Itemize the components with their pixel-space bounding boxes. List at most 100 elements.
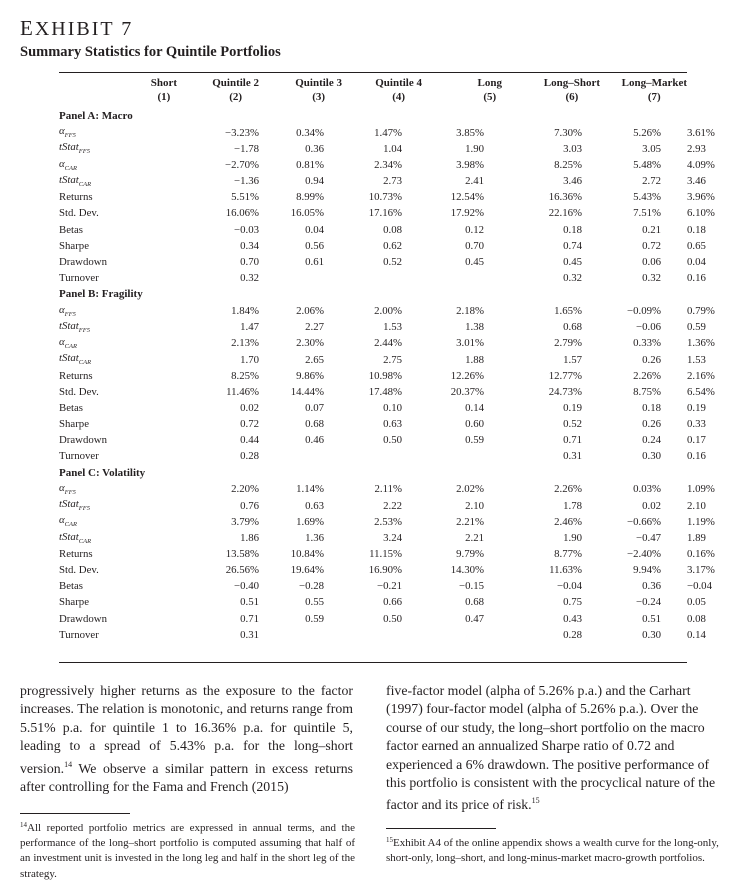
cell-value: 0.10: [383, 401, 402, 414]
cell-value: 3.24: [383, 531, 402, 544]
table-cell: −1.36: [177, 173, 259, 189]
footnote-ref-14[interactable]: 14: [64, 759, 73, 769]
table-cell: 2.34%: [342, 157, 422, 173]
cell-value: 17.16%: [368, 207, 402, 220]
column-name: Quintile 2: [212, 77, 259, 89]
table-cell: 7.30%: [502, 125, 600, 141]
column-header: Quintile 4 (4): [342, 74, 422, 108]
cell-value: 0.07: [305, 401, 324, 414]
cell-value: 8.77%: [554, 548, 582, 561]
row-label-text: Std. Dev.: [59, 385, 99, 398]
table-cell: 0.02: [600, 498, 687, 514]
table-cell: 2.22: [342, 498, 422, 514]
cell-value: 0.08: [687, 612, 706, 625]
cell-value: 2.30%: [296, 337, 324, 350]
cell-value: 1.86: [240, 531, 259, 544]
cell-value: 0.66: [383, 596, 402, 609]
cell-value: −3.23%: [225, 126, 259, 139]
table-cell: 0.33%: [600, 336, 687, 352]
table-row: Returns 5.51% 8.99% 10.73% 12.54% 16.36% 5.43%…: [59, 190, 715, 206]
cell-value: −0.28: [299, 580, 324, 593]
cell-value: 0.47: [465, 612, 484, 625]
table-cell: 0.31: [177, 627, 259, 643]
cell-value: 0.70: [240, 255, 259, 268]
table-cell: 0.94: [259, 173, 342, 189]
table-cell: −0.04: [502, 579, 600, 595]
table-cell: [259, 627, 342, 643]
table-row: Drawdown 0.70 0.61 0.52 0.45 0.45 0.06 0.04: [59, 254, 706, 270]
cell-value: 3.05: [642, 142, 661, 155]
cell-value: 3.03: [563, 142, 582, 155]
table-cell: 3.85%: [422, 125, 502, 141]
cell-value: 0.62: [383, 239, 402, 252]
row-label-subscript: FF5: [64, 489, 76, 497]
table-cell: 3.01%: [422, 336, 502, 352]
row-label-subscript: FF5: [78, 505, 90, 513]
row-label-text: α: [59, 514, 65, 527]
table-cell: 0.61: [259, 254, 342, 270]
table-cell: 24.73%: [502, 384, 600, 400]
cell-value: 2.44%: [374, 337, 402, 350]
table-row: Sharpe 0.34 0.56 0.62 0.70 0.74 0.72 0.65: [59, 238, 706, 254]
footnote-ref-15[interactable]: 15: [531, 796, 540, 806]
cell-value: 0.16: [687, 271, 706, 284]
column-header: Long–Short (6): [502, 74, 600, 108]
table-row: tStatFF5 −1.78 0.36 1.04 1.90 3.03 3.05 2.93: [59, 141, 706, 157]
column-index: (1): [157, 91, 171, 103]
table-row: Betas −0.40 −0.28 −0.21 −0.15 −0.04 0.36 −0.04: [59, 579, 712, 595]
table-cell: 16.05%: [259, 206, 342, 222]
table-cell: −0.06: [600, 320, 687, 336]
body-left-text-2: We observe a similar pattern in excess r…: [20, 760, 353, 795]
cell-value: 1.65%: [554, 305, 582, 318]
cell-value: 0.31: [563, 450, 582, 463]
cell-value: 0.45: [465, 255, 484, 268]
cell-value: 0.32: [642, 271, 661, 284]
cell-value: 0.26: [642, 353, 661, 366]
table-cell: 1.86: [177, 530, 259, 546]
table-row: Returns 8.25% 9.86% 10.98% 12.26% 12.77% 2.26%…: [59, 368, 715, 384]
table-cell: −0.28: [259, 579, 342, 595]
table-header: Short (1) Quintile 2 (2) Quintile 3 (3) Quinti…: [59, 74, 687, 108]
cell-value: 0.55: [305, 596, 324, 609]
row-label: tStatFF5: [59, 498, 177, 514]
table-cell: 2.30%: [259, 336, 342, 352]
table-cell: 0.71: [502, 433, 600, 449]
row-label-subscript: FF5: [78, 148, 90, 156]
table-cell: 0.68: [502, 320, 600, 336]
table-cell: 10.84%: [259, 546, 342, 562]
row-label: αCAR: [59, 514, 177, 530]
cell-value: 1.90: [563, 531, 582, 544]
table-cell: 2.26%: [502, 482, 600, 498]
cell-value: 0.18: [642, 401, 661, 414]
cell-value: 0.17: [687, 434, 706, 447]
cell-value: 0.04: [305, 223, 324, 236]
cell-value: 0.03%: [633, 483, 661, 496]
cell-value: 0.06: [642, 255, 661, 268]
cell-value: 4.09%: [687, 158, 715, 171]
table-cell: −0.40: [177, 579, 259, 595]
header-blank: [59, 74, 129, 108]
table-cell: 0.04: [259, 222, 342, 238]
cell-value: 2.75: [383, 353, 402, 366]
cell-value: −0.24: [636, 596, 661, 609]
column-index: (7): [647, 91, 661, 103]
row-label-text: Returns: [59, 369, 93, 382]
footnote-14-text: All reported portfolio metrics are expre…: [20, 822, 355, 880]
column-header-label: Quintile 3 (3): [295, 76, 342, 104]
column-header-label: Quintile 2 (2): [212, 76, 259, 104]
cell-value: −0.04: [557, 580, 582, 593]
table-row: Turnover 0.28 0.31 0.30 0.16: [59, 449, 706, 465]
cell-value: 0.36: [305, 142, 324, 155]
cell-value: 0.33%: [633, 337, 661, 350]
table-cell: 3.79%: [177, 514, 259, 530]
table-cell: 1.14%: [259, 482, 342, 498]
table-cell: 2.44%: [342, 336, 422, 352]
cell-value: 2.41: [465, 175, 484, 188]
cell-value: 0.74: [563, 239, 582, 252]
cell-value: 0.56: [305, 239, 324, 252]
cell-value: 1.14%: [296, 483, 324, 496]
cell-value: 9.94%: [633, 564, 661, 577]
table-cell: 3.46: [502, 173, 600, 189]
table-cell: 0.12: [422, 222, 502, 238]
cell-value: 0.32: [563, 271, 582, 284]
